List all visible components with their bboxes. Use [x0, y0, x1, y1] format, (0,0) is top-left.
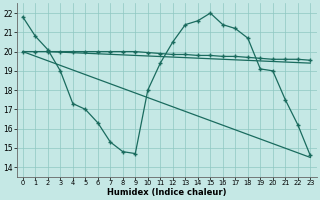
X-axis label: Humidex (Indice chaleur): Humidex (Indice chaleur) [107, 188, 226, 197]
